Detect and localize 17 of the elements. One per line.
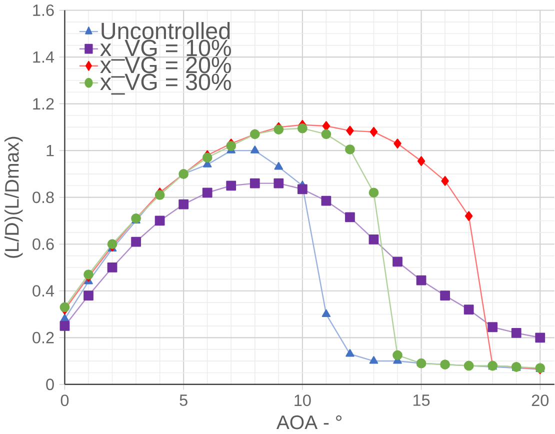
x-tick-label: 15 bbox=[413, 394, 430, 406]
y-tick-label: 1 bbox=[46, 145, 54, 156]
y-tick-label: 1.2 bbox=[33, 98, 54, 110]
y-tick-label: 0.6 bbox=[32, 238, 54, 250]
x-tick-label: 10 bbox=[294, 394, 311, 406]
y-tick-label: 0 bbox=[46, 378, 54, 390]
y-tick-label: 0.2 bbox=[32, 332, 54, 344]
legend-label: Uncontrolled bbox=[102, 22, 230, 40]
x-axis-title: AOA - ° bbox=[276, 416, 342, 430]
y-tick-label: 1.6 bbox=[33, 4, 54, 16]
y-tick-label: 0.8 bbox=[32, 192, 54, 204]
x-tick-label: 5 bbox=[180, 394, 188, 406]
y-axis-title: (L/D)(L/Dmax) bbox=[4, 136, 23, 258]
x-tick-label: 20 bbox=[532, 394, 549, 406]
y-tick-label: 0.4 bbox=[32, 285, 54, 297]
y-tick-label: 1.4 bbox=[33, 52, 54, 63]
x-tick-label: 0 bbox=[60, 394, 69, 406]
